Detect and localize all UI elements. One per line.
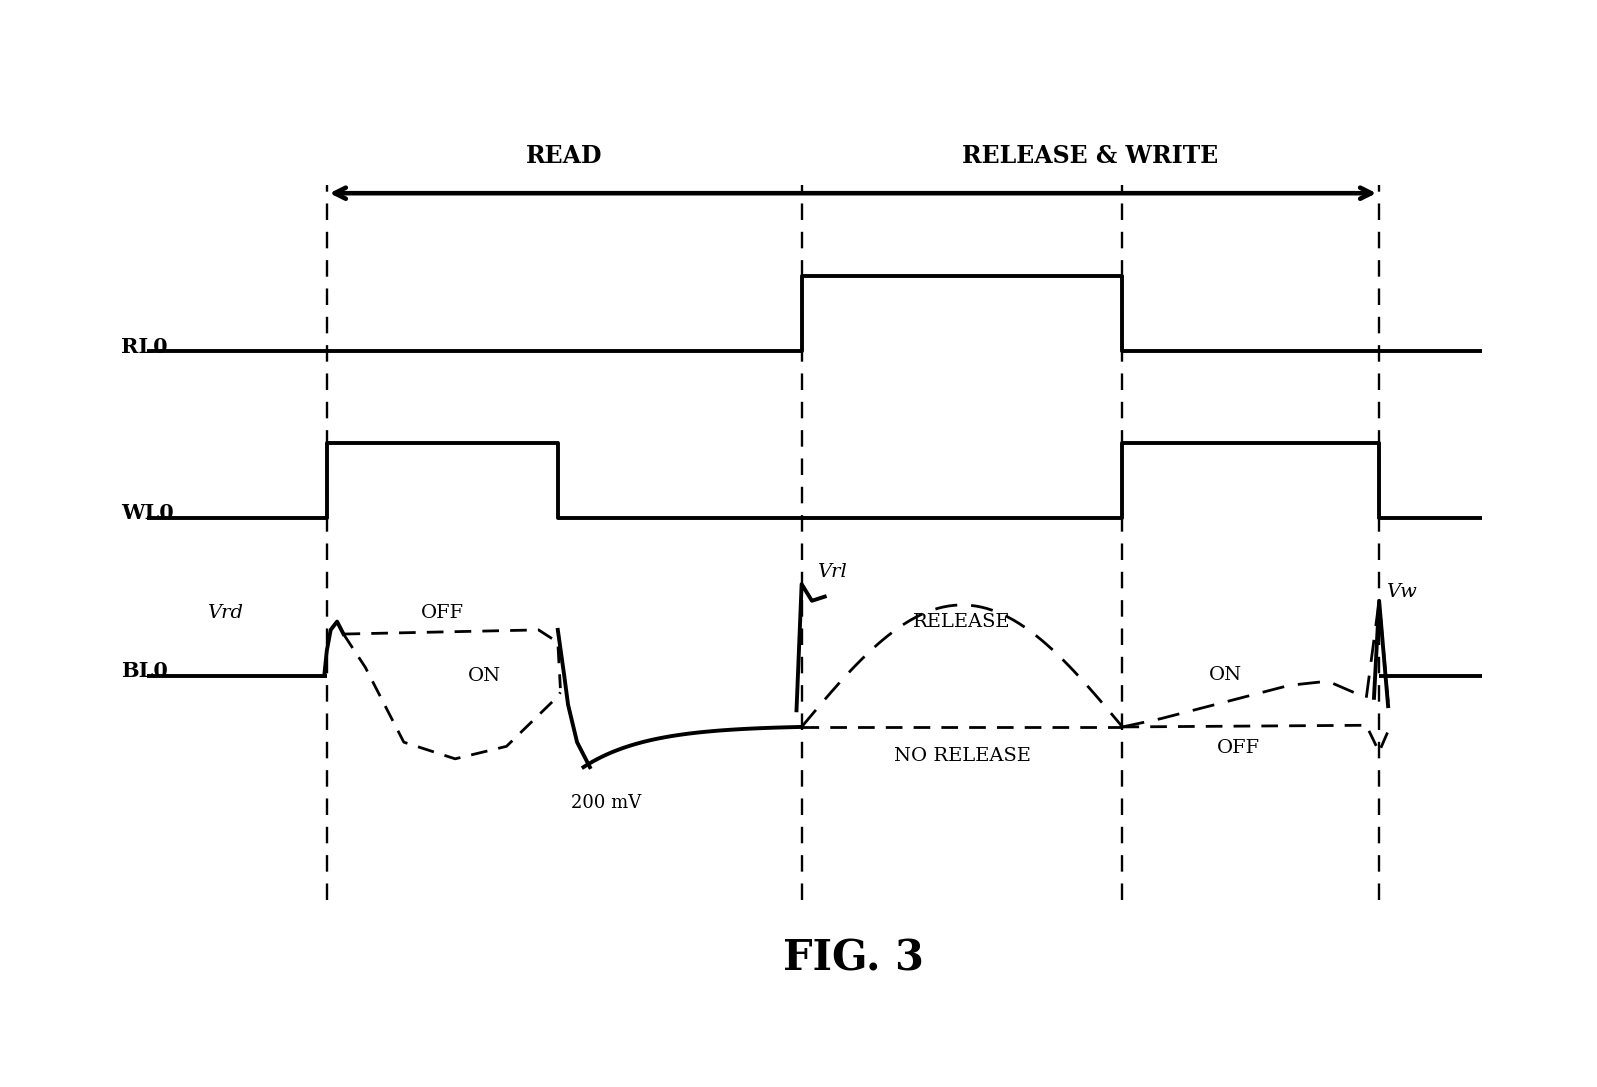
Text: Vrd: Vrd — [208, 604, 243, 622]
Text: ON: ON — [1209, 666, 1242, 685]
Text: FIG. 3: FIG. 3 — [783, 937, 923, 979]
Text: RELEASE: RELEASE — [913, 613, 1011, 630]
Text: ON: ON — [468, 666, 501, 685]
Text: WL0: WL0 — [121, 503, 174, 524]
Text: OFF: OFF — [420, 604, 463, 622]
Text: READ: READ — [525, 145, 602, 168]
Text: 200 mV: 200 mV — [570, 794, 640, 812]
Text: Vrl: Vrl — [818, 563, 846, 580]
Text: Vw: Vw — [1386, 584, 1417, 601]
Text: RELEASE & WRITE: RELEASE & WRITE — [963, 145, 1219, 168]
Text: BL0: BL0 — [121, 662, 168, 682]
Text: NO RELEASE: NO RELEASE — [894, 747, 1030, 765]
Text: RL0: RL0 — [121, 337, 168, 358]
Text: OFF: OFF — [1217, 739, 1260, 757]
